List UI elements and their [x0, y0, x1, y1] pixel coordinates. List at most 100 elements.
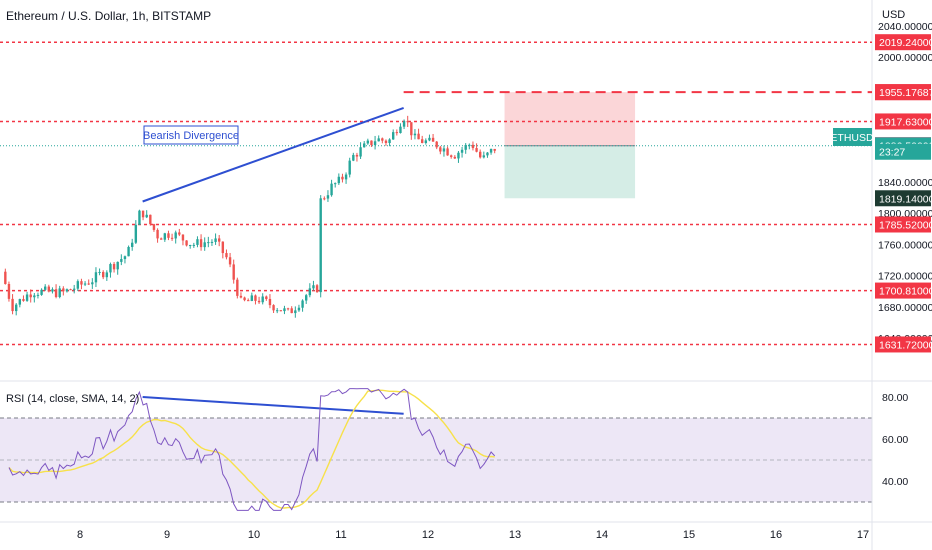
candle-body[interactable] — [395, 132, 399, 134]
candle-body[interactable] — [475, 148, 478, 152]
candle-body[interactable] — [51, 289, 54, 292]
candle-body[interactable] — [453, 156, 457, 159]
candle-body[interactable] — [384, 140, 388, 144]
candle-body[interactable] — [141, 210, 145, 218]
candle-body[interactable] — [138, 210, 141, 225]
candle-body[interactable] — [218, 238, 221, 242]
candle-body[interactable] — [272, 305, 275, 311]
candle-body[interactable] — [228, 257, 232, 265]
candle-body[interactable] — [15, 304, 18, 312]
candle-body[interactable] — [134, 224, 138, 243]
candle-body[interactable] — [36, 294, 40, 296]
candle-body[interactable] — [250, 295, 254, 301]
candle-body[interactable] — [334, 183, 337, 185]
candle-body[interactable] — [257, 300, 261, 303]
candle-body[interactable] — [337, 176, 341, 184]
candle-body[interactable] — [189, 244, 192, 246]
candle-body[interactable] — [442, 148, 446, 152]
candle-body[interactable] — [149, 214, 152, 225]
take-profit-zone[interactable] — [504, 145, 636, 199]
candle-body[interactable] — [352, 154, 355, 161]
candle-body[interactable] — [181, 234, 185, 241]
candle-body[interactable] — [341, 176, 344, 180]
candle-body[interactable] — [178, 232, 181, 235]
candle-body[interactable] — [435, 141, 438, 148]
candle-body[interactable] — [152, 224, 156, 230]
candle-body[interactable] — [62, 288, 65, 292]
candle-body[interactable] — [185, 240, 188, 246]
candle-body[interactable] — [33, 295, 36, 298]
candle-body[interactable] — [145, 214, 148, 218]
candle-body[interactable] — [65, 289, 69, 292]
candle-body[interactable] — [381, 138, 384, 141]
candle-body[interactable] — [326, 195, 330, 199]
candle-body[interactable] — [439, 147, 442, 152]
candle-body[interactable] — [221, 241, 225, 254]
candle-body[interactable] — [47, 286, 51, 292]
candle-body[interactable] — [428, 137, 431, 141]
candle-body[interactable] — [457, 152, 460, 159]
candle-body[interactable] — [460, 149, 464, 153]
candle-body[interactable] — [402, 121, 406, 127]
candle-body[interactable] — [254, 295, 257, 301]
candle-body[interactable] — [199, 239, 203, 248]
candle-body[interactable] — [315, 285, 319, 293]
candle-body[interactable] — [73, 288, 76, 290]
candle-body[interactable] — [297, 307, 301, 311]
candle-body[interactable] — [170, 237, 174, 239]
candle-body[interactable] — [40, 289, 43, 295]
candle-body[interactable] — [22, 299, 25, 301]
candle-body[interactable] — [18, 299, 22, 305]
candle-body[interactable] — [276, 310, 279, 312]
candle-body[interactable] — [413, 133, 417, 136]
candle-body[interactable] — [283, 308, 286, 312]
candle-body[interactable] — [247, 300, 250, 302]
candle-body[interactable] — [261, 296, 264, 303]
candle-body[interactable] — [344, 174, 348, 180]
candle-body[interactable] — [450, 155, 453, 157]
candle-body[interactable] — [163, 233, 167, 240]
bearish-divergence-box[interactable] — [143, 125, 239, 145]
candle-body[interactable] — [363, 143, 366, 148]
candle-body[interactable] — [25, 294, 29, 301]
candle-body[interactable] — [29, 294, 32, 298]
candle-body[interactable] — [392, 132, 395, 140]
candle-body[interactable] — [214, 238, 217, 242]
candle-body[interactable] — [308, 288, 312, 296]
candle-body[interactable] — [7, 283, 11, 299]
candle-body[interactable] — [373, 141, 377, 146]
candle-body[interactable] — [76, 281, 80, 289]
candle-body[interactable] — [94, 272, 98, 283]
candle-body[interactable] — [410, 122, 413, 136]
candle-body[interactable] — [468, 144, 471, 146]
candle-body[interactable] — [4, 271, 7, 284]
candle-body[interactable] — [98, 271, 101, 273]
ticker-tag[interactable] — [833, 128, 872, 146]
candle-body[interactable] — [160, 238, 163, 240]
candle-body[interactable] — [323, 198, 326, 200]
candle-body[interactable] — [54, 289, 58, 298]
candle-body[interactable] — [355, 154, 359, 157]
candle-body[interactable] — [236, 279, 239, 296]
candle-body[interactable] — [239, 295, 243, 298]
candle-body[interactable] — [399, 126, 402, 134]
candle-body[interactable] — [109, 264, 112, 273]
candle-body[interactable] — [431, 137, 435, 142]
candle-body[interactable] — [370, 140, 373, 146]
candle-body[interactable] — [493, 148, 496, 151]
candle-body[interactable] — [232, 264, 235, 280]
candle-body[interactable] — [377, 138, 380, 142]
candle-body[interactable] — [446, 148, 449, 156]
candle-body[interactable] — [174, 232, 177, 239]
candle-body[interactable] — [105, 272, 109, 278]
candle-body[interactable] — [312, 285, 315, 289]
candle-body[interactable] — [120, 259, 123, 262]
candle-body[interactable] — [479, 151, 482, 158]
divergence-rsi-trendline[interactable] — [142, 396, 404, 415]
candle-body[interactable] — [196, 239, 199, 245]
candle-body[interactable] — [167, 233, 170, 238]
candle-body[interactable] — [305, 295, 308, 301]
candle-body[interactable] — [330, 183, 333, 196]
candle-body[interactable] — [83, 283, 87, 285]
candle-body[interactable] — [265, 296, 268, 299]
